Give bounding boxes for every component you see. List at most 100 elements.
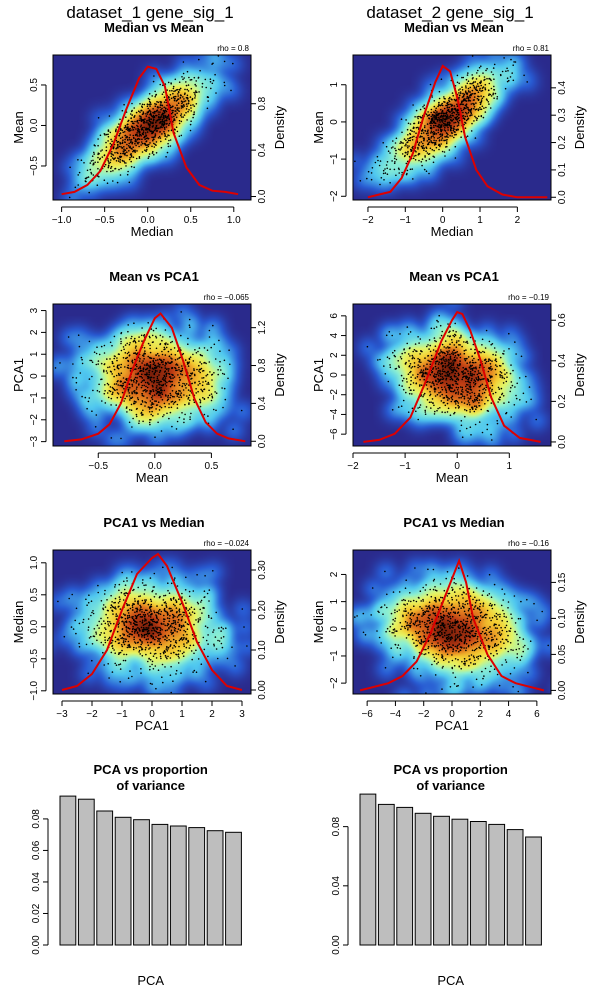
scatter-point [452,349,455,352]
scatter-point [509,76,512,78]
scatter-point [120,384,122,387]
scatter-point [474,380,477,383]
scatter-point [147,629,150,632]
scatter-point [417,153,420,156]
scatter-point [493,78,495,80]
scatter-point [470,365,472,368]
scatter-point [123,146,125,148]
scatter-point [119,651,122,654]
scatter-point [143,384,145,387]
scatter-point [140,120,143,123]
scatter-point [456,366,458,369]
scatter-point [210,87,212,90]
scatter-point [457,595,460,597]
scatter-point [462,111,464,114]
scatter-point [120,363,122,366]
scatter-point [153,115,156,118]
scatter-point [151,398,154,401]
scatter-point [458,92,460,94]
scatter-point [502,352,504,355]
scatter-point [467,72,469,74]
scatter-point [106,639,109,642]
scatter-point [158,371,161,374]
scatter-point [188,402,190,404]
scatter-point [161,353,164,356]
scatter-point [170,97,173,100]
scatter-point [106,382,109,385]
scatter-point [461,370,463,373]
scatter-point [160,102,162,104]
scatter-point [422,395,424,398]
scatter-point [133,641,136,643]
scatter-point [133,390,136,392]
scatter-point [473,656,476,659]
scatter-point [171,390,174,392]
scatter-point [174,107,177,109]
scatter-point [430,360,432,363]
scatter-point [432,382,435,385]
scatter-point [190,412,192,415]
scatter-point [126,342,128,345]
scatter-point [148,119,151,121]
scatter-point [461,76,463,79]
scatter-point [147,107,149,110]
scatter-point [393,168,396,171]
scatter-point [126,143,128,146]
scatter-point [149,641,152,644]
scatter-point [129,397,132,399]
scatter-point [189,356,192,359]
scatter-point [149,111,152,113]
scatter-point [199,401,202,404]
scatter-point [465,78,468,81]
scatter-point [459,88,461,90]
scatter-point [541,610,543,613]
scatter-point [431,358,434,361]
scatter-point [196,368,198,371]
scatter-point [463,397,466,400]
scatter-point [446,121,449,124]
scatter-point [105,370,108,372]
scatter-point [467,384,469,386]
y-tick-label: −1.0 [29,680,40,700]
scatter-point [488,93,491,95]
scatter-point [157,137,160,139]
scatter-point [155,593,157,595]
x-tick-label: 2 [209,709,215,720]
scatter-point [496,96,499,98]
scatter-point [131,604,134,607]
scatter-point [459,344,461,346]
scatter-point [119,608,122,610]
y-tick-label: 0.5 [29,587,40,601]
scatter-point [448,97,450,100]
scatter-point [443,118,446,120]
scatter-point [178,135,181,137]
scatter-point [471,364,474,367]
scatter-point [471,406,473,408]
scatter-point [479,108,481,110]
scatter-point [152,329,155,332]
scatter-point [168,592,171,594]
scatter-point [434,117,437,119]
scatter-point [231,646,233,648]
scatter-point [148,98,151,101]
scatter-point [148,383,150,385]
scatter-point [458,89,460,91]
scatter-point [493,85,495,88]
scatter-point [127,330,129,333]
scatter-point [116,364,119,367]
scatter-point [192,671,194,673]
scatter-point [139,103,141,105]
scatter-point [178,369,180,371]
scatter-point [117,160,120,162]
scatter-point [119,137,122,140]
scatter-point [159,121,162,123]
scatter-point [129,134,131,136]
scatter-point [203,388,206,391]
scatter-point [164,354,167,356]
scatter-point [477,359,480,361]
scatter-point [482,86,485,88]
scatter-point [132,150,134,153]
scatter-point [145,619,147,622]
scatter-point [467,65,470,68]
scatter-point [131,617,134,620]
